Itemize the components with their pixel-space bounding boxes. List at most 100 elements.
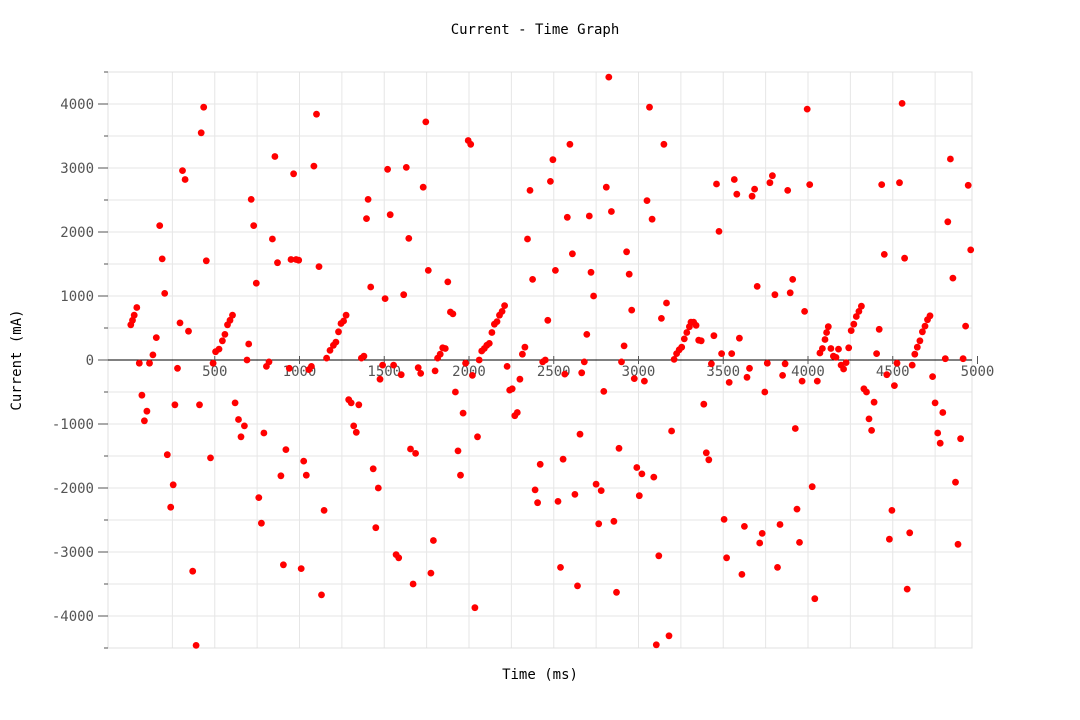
- data-point: [397, 371, 405, 379]
- data-point: [919, 328, 926, 336]
- data-point: [541, 356, 549, 364]
- x-tick-label: 4000: [791, 364, 825, 380]
- data-point: [743, 373, 751, 381]
- data-point: [623, 248, 630, 256]
- data-point: [789, 276, 797, 283]
- data-point: [840, 365, 847, 373]
- data-point: [449, 310, 457, 318]
- data-point: [741, 523, 748, 530]
- data-point: [700, 400, 708, 408]
- data-point: [302, 471, 310, 479]
- data-point: [531, 486, 539, 494]
- data-point: [290, 170, 297, 178]
- data-point: [221, 331, 229, 338]
- data-point: [916, 337, 924, 345]
- data-point: [282, 446, 290, 453]
- y-tick-label: -3000: [52, 545, 94, 561]
- data-point: [372, 524, 380, 532]
- data-point: [508, 385, 516, 393]
- data-point: [683, 329, 691, 336]
- data-point: [374, 484, 382, 492]
- y-tick-label: -1000: [52, 417, 94, 433]
- data-point: [806, 181, 814, 189]
- data-point: [680, 335, 688, 343]
- x-axis-label: Time (ms): [502, 667, 578, 683]
- data-point: [597, 487, 605, 494]
- data-point: [202, 257, 210, 265]
- data-point: [347, 399, 355, 407]
- data-point: [475, 356, 483, 364]
- data-point: [868, 427, 875, 434]
- data-point: [929, 373, 936, 380]
- data-point: [247, 196, 255, 203]
- data-point: [237, 433, 245, 441]
- data-point: [207, 454, 214, 462]
- data-point: [179, 167, 186, 175]
- x-tick-label: 3000: [622, 364, 656, 380]
- data-point: [753, 283, 761, 290]
- data-point: [602, 183, 610, 191]
- data-point: [893, 359, 901, 367]
- data-point: [209, 359, 217, 367]
- data-point: [776, 521, 784, 528]
- data-point: [842, 359, 850, 366]
- data-point: [771, 291, 779, 299]
- data-point: [756, 539, 764, 547]
- data-point: [192, 642, 200, 649]
- data-point: [908, 361, 916, 369]
- data-point: [501, 302, 508, 309]
- data-point: [763, 359, 771, 367]
- data-point: [947, 155, 954, 163]
- data-point: [516, 375, 524, 383]
- x-tick-label: 500: [202, 364, 227, 380]
- chart-title: Current - Time Graph: [451, 22, 620, 38]
- data-point: [628, 306, 636, 314]
- data-point: [342, 311, 350, 319]
- data-point: [964, 181, 972, 189]
- data-point: [360, 352, 368, 360]
- data-point: [340, 317, 347, 325]
- data-point: [167, 503, 175, 511]
- data-point: [400, 291, 408, 299]
- data-point: [823, 329, 830, 336]
- data-point: [133, 304, 141, 311]
- data-point: [526, 187, 534, 194]
- y-tick-label: 1000: [60, 289, 94, 305]
- data-point: [574, 582, 581, 590]
- data-point: [300, 457, 308, 465]
- data-point: [723, 554, 730, 562]
- data-point: [957, 435, 964, 443]
- data-point: [549, 156, 557, 164]
- data-point: [405, 235, 413, 242]
- data-point: [715, 228, 723, 235]
- data-point: [638, 470, 646, 478]
- data-point: [708, 360, 715, 368]
- data-point: [748, 192, 756, 200]
- axes: 4000 3000 2000 1000 0 -1000 -2000 -3000 -4000 500…: [52, 71, 994, 649]
- data-point: [130, 311, 138, 319]
- data-point: [332, 338, 340, 346]
- data-point: [746, 364, 753, 372]
- data-point: [219, 337, 226, 345]
- data-point: [323, 354, 330, 362]
- data-point: [620, 342, 628, 350]
- data-point: [197, 129, 205, 137]
- data-point: [595, 520, 603, 528]
- data-point: [713, 180, 720, 188]
- data-point: [710, 332, 718, 340]
- data-point: [886, 535, 893, 543]
- x-tick-label: 2000: [452, 364, 486, 380]
- data-point: [648, 215, 656, 223]
- data-point: [761, 388, 769, 396]
- data-point: [552, 267, 559, 274]
- data-point: [641, 377, 648, 385]
- data-point: [513, 409, 521, 416]
- data-point: [469, 372, 476, 379]
- data-point: [229, 311, 236, 319]
- data-point: [215, 345, 223, 353]
- data-point: [255, 494, 263, 501]
- data-point: [913, 343, 921, 351]
- data-point: [655, 552, 663, 560]
- data-point: [819, 345, 826, 352]
- data-point: [260, 429, 268, 437]
